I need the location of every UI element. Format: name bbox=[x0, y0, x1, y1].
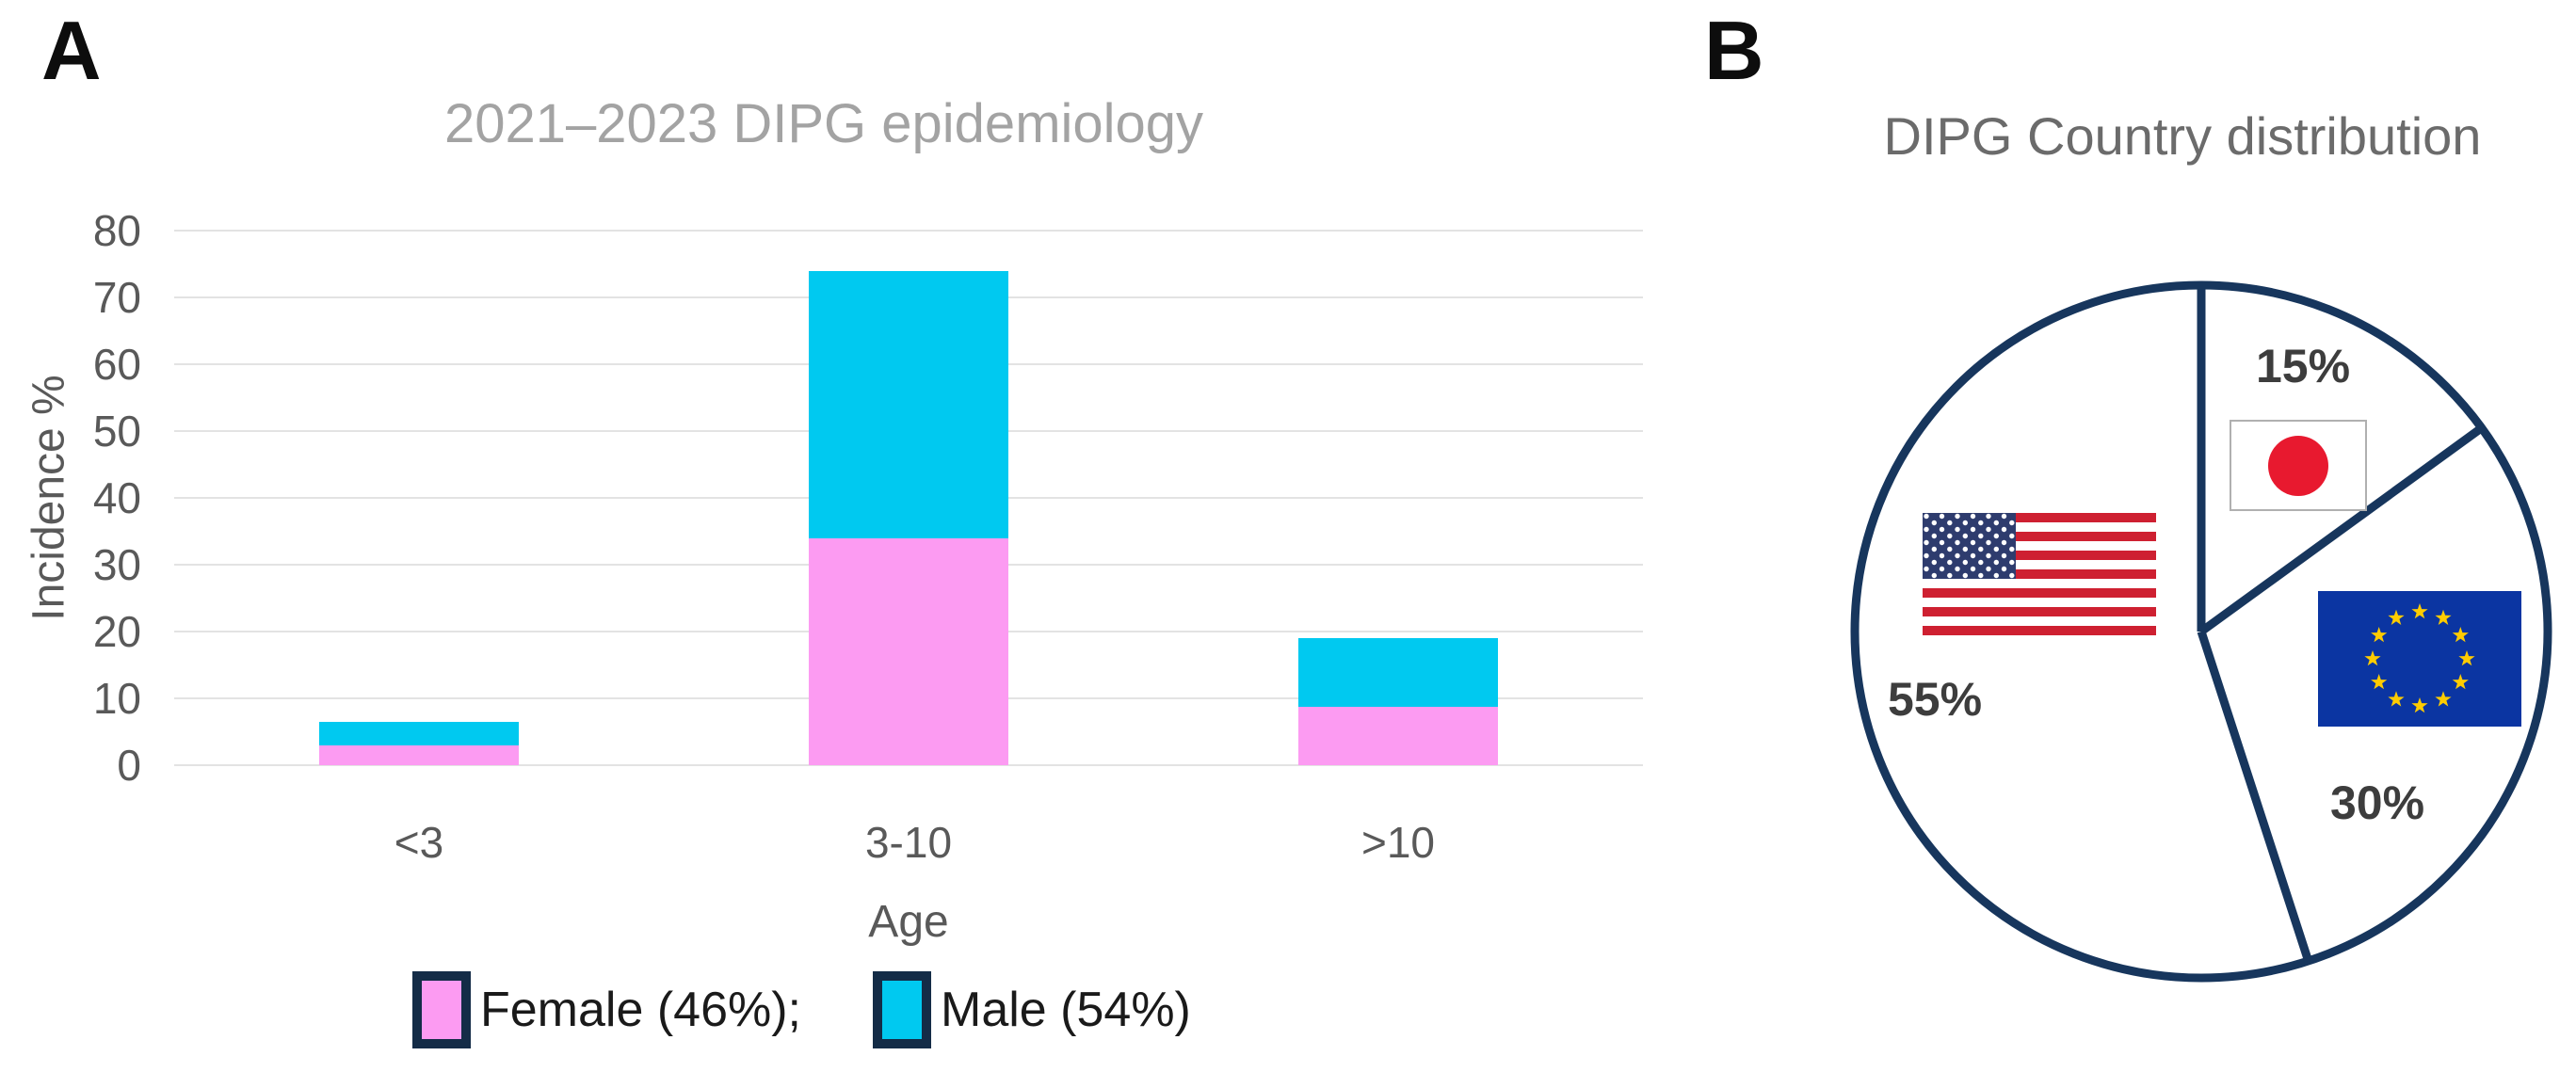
y-tick-20: 20 bbox=[92, 607, 141, 656]
pie-slice-dividers bbox=[2197, 285, 2485, 963]
bar-segment-male-3-10 bbox=[809, 270, 1008, 538]
y-tick-80: 80 bbox=[92, 206, 141, 255]
gridline-80 bbox=[174, 230, 1643, 232]
panel-a-label: A bbox=[41, 4, 102, 97]
male-swatch-icon bbox=[873, 971, 931, 1048]
japan-flag-sun-disc bbox=[2268, 435, 2328, 496]
bar-plot-area bbox=[174, 230, 1643, 766]
stacked-bar->10 bbox=[1298, 638, 1498, 765]
stacked-bar-3-10 bbox=[809, 270, 1008, 765]
stacked-bar-<3 bbox=[319, 721, 519, 765]
gridline-0 bbox=[174, 764, 1643, 766]
y-tick-70: 70 bbox=[92, 273, 141, 322]
panel-b-label: B bbox=[1704, 4, 1764, 97]
bar-segment-female-3-10 bbox=[809, 537, 1008, 765]
y-tick-10: 10 bbox=[92, 674, 141, 723]
bar-segment-male->10 bbox=[1298, 638, 1498, 708]
y-tick-0: 0 bbox=[117, 741, 141, 790]
legend-label-male: Male (54%) bbox=[941, 983, 1191, 1037]
pie-label-usa: 55% bbox=[1887, 673, 1983, 726]
pie-chart bbox=[1850, 280, 2552, 983]
legend-item-male: Male (54%) bbox=[873, 971, 1191, 1048]
y-tick-60: 60 bbox=[92, 340, 141, 389]
bar-chart-title: 2021–2023 DIPG epidemiology bbox=[443, 93, 1204, 154]
x-tick-3-10: 3-10 bbox=[864, 818, 953, 867]
pie-label-eu: 30% bbox=[2329, 776, 2425, 829]
pie-divider-European Union bbox=[2198, 424, 2485, 635]
legend-item-female: Female (46%); bbox=[412, 971, 801, 1048]
y-tick-40: 40 bbox=[92, 473, 141, 522]
x-tick->10: >10 bbox=[1360, 818, 1436, 867]
japan-flag-icon bbox=[2230, 420, 2367, 511]
pie-label-japan: 15% bbox=[2255, 340, 2351, 392]
pie-divider-USA bbox=[2197, 630, 2312, 963]
pie-chart-title: DIPG Country distribution bbox=[1883, 106, 2482, 166]
x-axis-title: Age bbox=[868, 897, 949, 947]
x-tick-<3: <3 bbox=[394, 818, 444, 867]
bar-segment-female->10 bbox=[1298, 707, 1498, 765]
bar-segment-female-<3 bbox=[319, 744, 519, 765]
legend-label-female: Female (46%); bbox=[480, 983, 801, 1037]
y-tick-30: 30 bbox=[92, 540, 141, 589]
y-tick-50: 50 bbox=[92, 407, 141, 456]
eu-flag-icon bbox=[2318, 591, 2521, 727]
eu-flag-stars bbox=[2364, 603, 2475, 713]
bar-segment-male-<3 bbox=[319, 721, 519, 745]
bar-chart-legend: Female (46%); Male (54%) bbox=[412, 971, 1191, 1048]
us-flag-icon bbox=[1923, 513, 2156, 635]
y-axis-ticks: 0 10 20 30 40 50 60 70 80 bbox=[28, 209, 141, 787]
female-swatch-icon bbox=[412, 971, 471, 1048]
